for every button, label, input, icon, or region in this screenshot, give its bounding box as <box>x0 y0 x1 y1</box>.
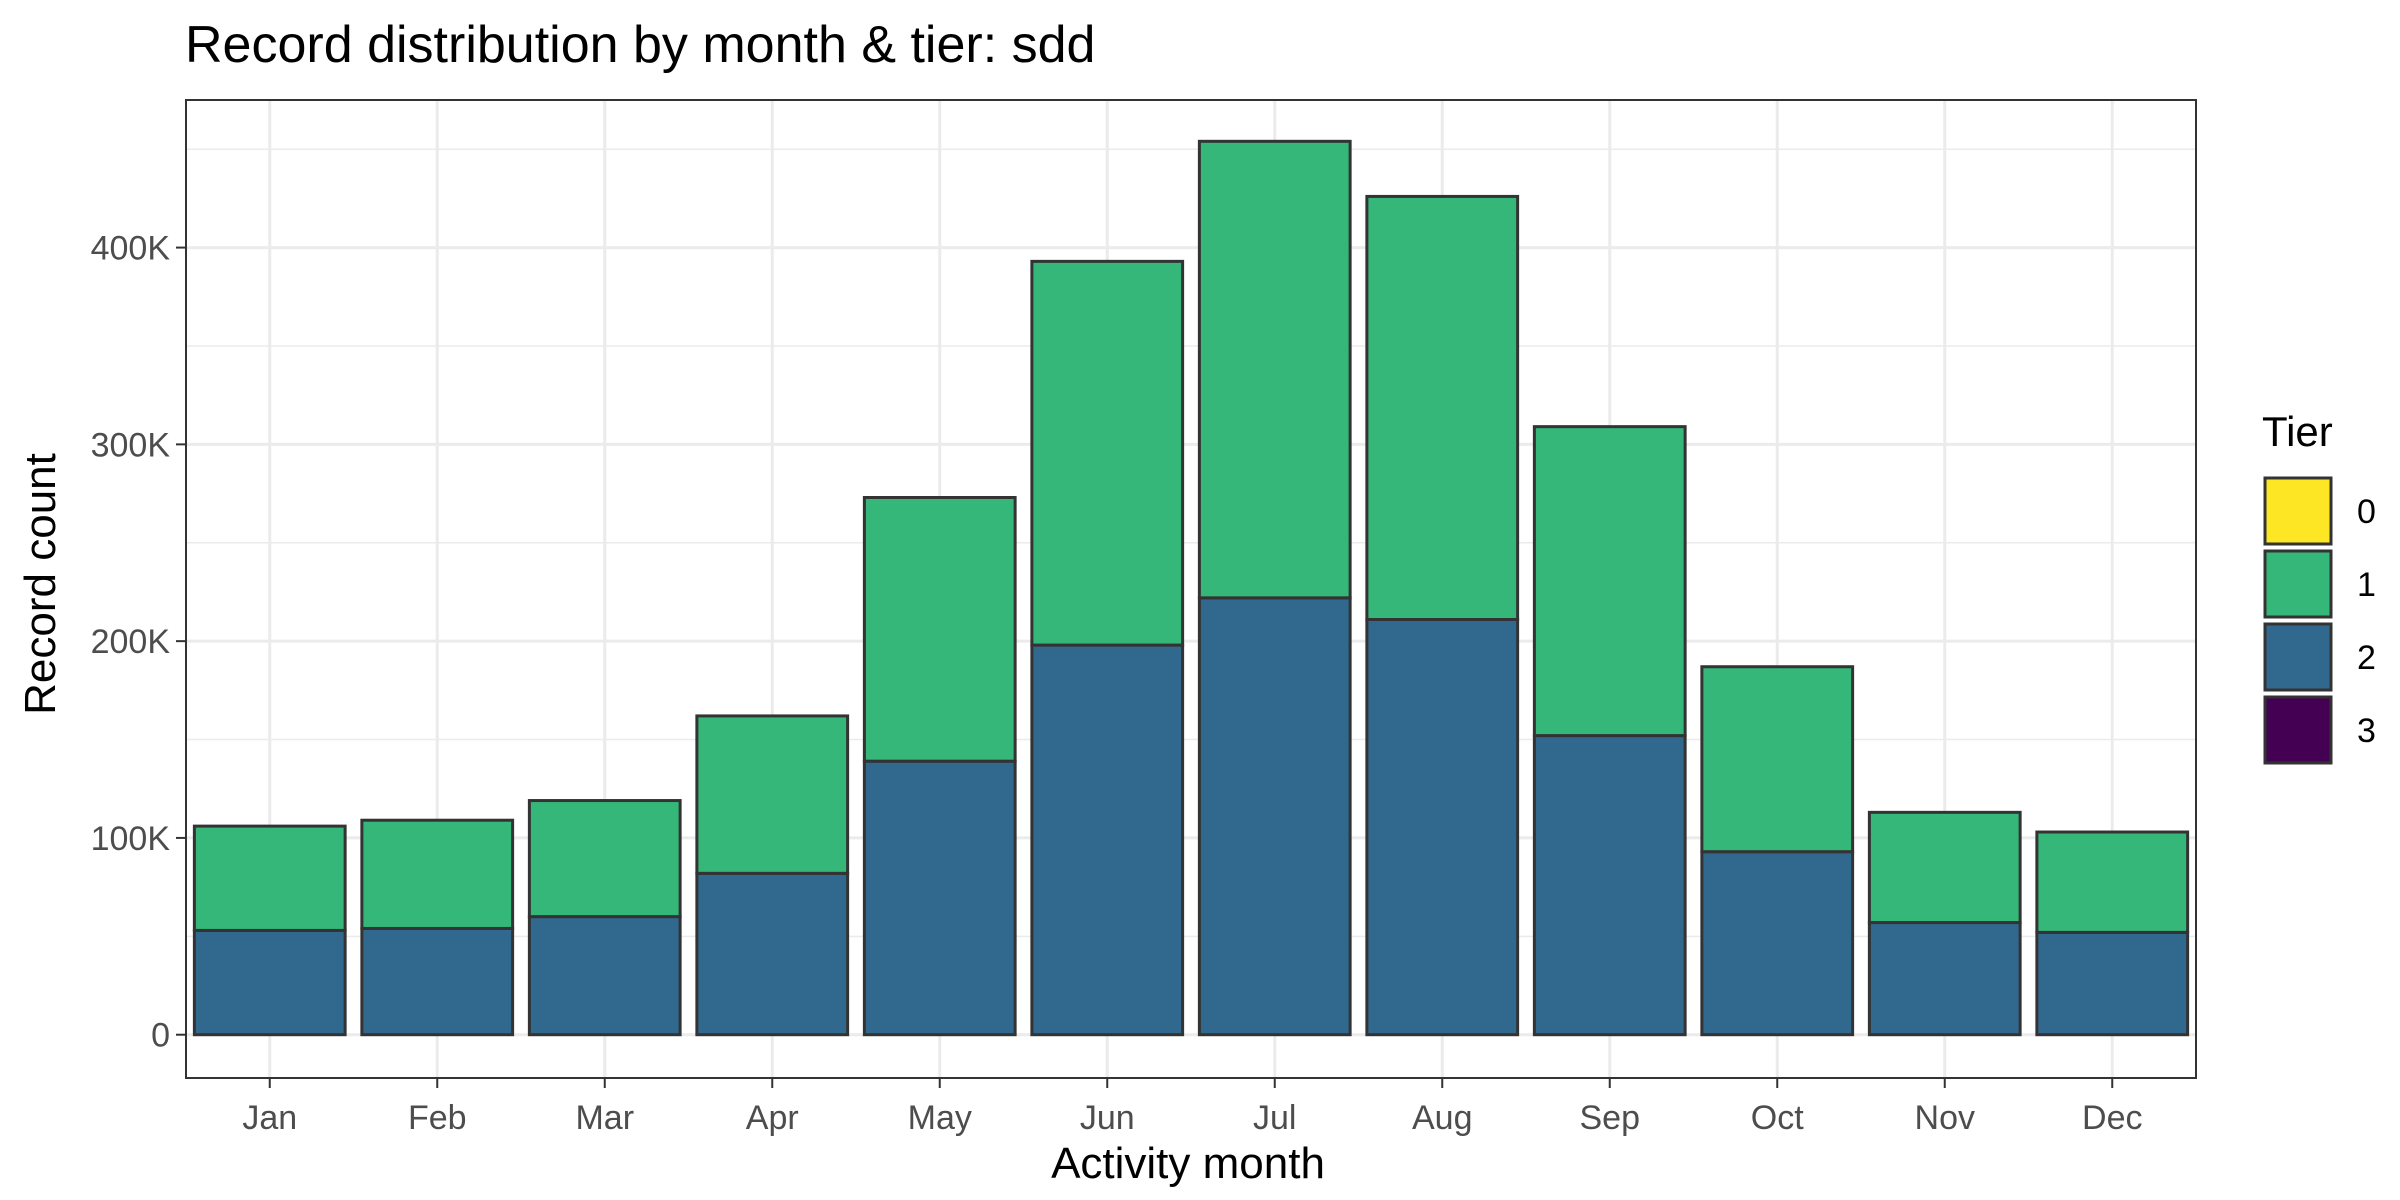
x-tick-label: Nov <box>1915 1099 1975 1137</box>
bar-segment-tier-1 <box>1365 194 1520 622</box>
bar-segment-tier-2 <box>527 915 682 1037</box>
bar-segment-tier-2 <box>2035 930 2190 1037</box>
bar-stack-sep <box>1532 425 1687 1037</box>
bar-segment-tier-2 <box>1030 643 1185 1037</box>
legend-title: Tier <box>2262 408 2333 455</box>
bar-stack-oct <box>1700 665 1855 1037</box>
bar-stack-jun <box>1030 259 1185 1037</box>
legend-key-tier-1 <box>2263 549 2333 619</box>
x-tick-label: Aug <box>1412 1099 1473 1137</box>
bar-segment-tier-2 <box>695 871 850 1037</box>
x-tick-label: Dec <box>2082 1099 2142 1137</box>
legend-label-tier-0: 0 <box>2357 493 2376 531</box>
y-tick-label: 100K <box>91 820 171 858</box>
bar-segment-tier-1 <box>1700 665 1855 854</box>
x-tick-label: Apr <box>746 1099 799 1137</box>
x-tick-label: Oct <box>1751 1099 1804 1137</box>
x-tick-label: Mar <box>575 1099 634 1137</box>
legend-key-tier-2 <box>2263 622 2333 692</box>
bar-segment-tier-1 <box>192 824 347 932</box>
bar-stack-aug <box>1365 194 1520 1037</box>
bar-segment-tier-1 <box>2035 830 2190 934</box>
x-tick-label: May <box>908 1099 972 1137</box>
legend-label-tier-1: 1 <box>2357 566 2376 604</box>
plot-panel-border <box>185 99 2197 1079</box>
y-tick-label: 400K <box>91 230 171 268</box>
chart-title: Record distribution by month & tier: sdd <box>185 16 1095 74</box>
y-axis: 0 100K 200K 300K 400K <box>91 230 186 1055</box>
legend: Tier 0 1 2 3 <box>2262 408 2376 765</box>
bar-segment-tier-1 <box>527 799 682 919</box>
bar-stack-nov <box>1867 810 2022 1037</box>
x-tick-label: Feb <box>408 1099 467 1137</box>
legend-label-tier-2: 2 <box>2357 639 2376 677</box>
bar-stack-jul <box>1197 139 1352 1037</box>
legend-key-tier-3 <box>2263 695 2333 765</box>
bar-stack-apr <box>695 714 850 1037</box>
bar-segment-tier-1 <box>1197 139 1352 600</box>
x-axis-title: Activity month <box>1051 1139 1325 1188</box>
x-axis: Jan Feb Mar Apr May Jun Jul Aug Sep Oct Nov Dec <box>242 1078 2142 1137</box>
x-tick-label: Jun <box>1080 1099 1135 1137</box>
x-tick-label: Jul <box>1253 1099 1296 1137</box>
bar-segment-tier-1 <box>862 495 1017 763</box>
bar-segment-tier-2 <box>1532 734 1687 1037</box>
legend-key-tier-0 <box>2263 476 2333 546</box>
y-tick-label: 200K <box>91 623 171 661</box>
legend-label-tier-3: 3 <box>2357 712 2376 750</box>
bar-segment-tier-2 <box>360 926 515 1037</box>
bar-segment-tier-2 <box>1867 921 2022 1037</box>
bar-segment-tier-2 <box>862 759 1017 1037</box>
y-tick-label: 300K <box>91 426 171 464</box>
x-tick-label: Sep <box>1580 1099 1641 1137</box>
y-tick-label: 0 <box>151 1017 170 1055</box>
bar-segment-tier-1 <box>1867 810 2022 925</box>
bar-segment-tier-1 <box>695 714 850 875</box>
bar-segment-tier-1 <box>1532 425 1687 738</box>
bar-segment-tier-1 <box>360 818 515 930</box>
bar-segment-tier-2 <box>1365 618 1520 1037</box>
bar-stack-may <box>862 495 1017 1037</box>
bar-segment-tier-2 <box>192 928 347 1037</box>
y-axis-title: Record count <box>16 453 65 715</box>
bar-segment-tier-2 <box>1700 850 1855 1037</box>
bars <box>192 139 2190 1037</box>
bar-stack-dec <box>2035 830 2190 1037</box>
x-tick-label: Jan <box>242 1099 297 1137</box>
bar-stack-feb <box>360 818 515 1037</box>
bar-segment-tier-2 <box>1197 596 1352 1037</box>
bar-segment-tier-1 <box>1030 259 1185 647</box>
bar-stack-mar <box>527 799 682 1037</box>
bar-stack-jan <box>192 824 347 1037</box>
